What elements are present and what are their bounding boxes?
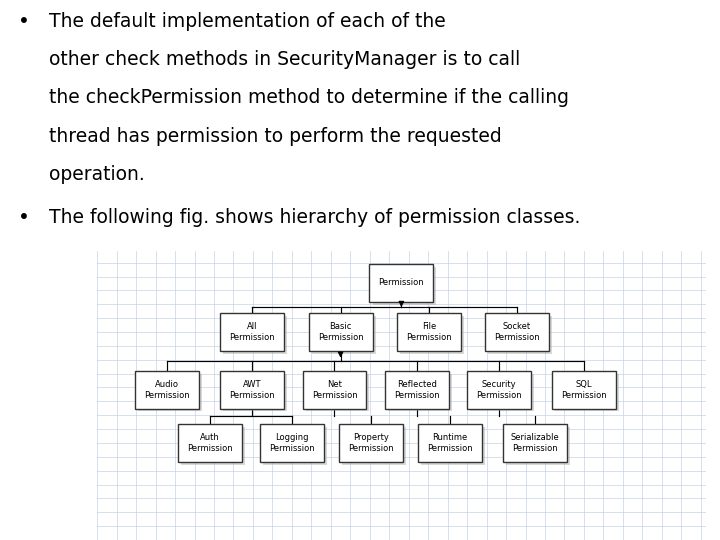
Bar xyxy=(488,316,552,354)
Bar xyxy=(312,316,376,354)
Text: other check methods in SecurityManager is to call: other check methods in SecurityManager i… xyxy=(49,50,521,69)
Text: Property
Permission: Property Permission xyxy=(348,433,394,454)
Text: Auth
Permission: Auth Permission xyxy=(187,433,233,454)
Bar xyxy=(339,424,403,462)
Bar xyxy=(485,313,549,351)
Text: Security
Permission: Security Permission xyxy=(476,380,521,400)
Bar xyxy=(181,427,245,465)
Bar xyxy=(305,374,369,411)
Text: SQL
Permission: SQL Permission xyxy=(561,380,607,400)
Text: File
Permission: File Permission xyxy=(406,322,451,342)
Text: Serializable
Permission: Serializable Permission xyxy=(511,433,559,454)
Text: The default implementation of each of the: The default implementation of each of th… xyxy=(49,12,446,31)
Bar xyxy=(470,374,534,411)
Text: All
Permission: All Permission xyxy=(230,322,275,342)
Text: operation.: operation. xyxy=(49,165,145,184)
Bar xyxy=(387,374,451,411)
Text: the checkPermission method to determine if the calling: the checkPermission method to determine … xyxy=(49,89,569,107)
Text: •: • xyxy=(18,12,30,31)
Text: Socket
Permission: Socket Permission xyxy=(494,322,540,342)
Bar xyxy=(400,316,464,354)
Bar xyxy=(260,424,324,462)
Bar xyxy=(467,371,531,409)
Bar xyxy=(223,374,287,411)
Bar xyxy=(178,424,242,462)
Text: Net
Permission: Net Permission xyxy=(312,380,357,400)
Bar xyxy=(369,264,433,302)
Text: thread has permission to perform the requested: thread has permission to perform the req… xyxy=(49,126,502,146)
Bar xyxy=(135,371,199,409)
Bar xyxy=(506,427,570,465)
Bar xyxy=(302,371,366,409)
Text: Runtime
Permission: Runtime Permission xyxy=(427,433,473,454)
Text: Audio
Permission: Audio Permission xyxy=(144,380,190,400)
Bar xyxy=(372,267,436,305)
Text: Basic
Permission: Basic Permission xyxy=(318,322,364,342)
Text: •: • xyxy=(18,207,30,227)
Bar xyxy=(342,427,406,465)
Bar xyxy=(503,424,567,462)
Bar xyxy=(220,313,284,351)
Text: Reflected
Permission: Reflected Permission xyxy=(394,380,439,400)
Text: Logging
Permission: Logging Permission xyxy=(269,433,315,454)
Bar xyxy=(309,313,372,351)
Text: The following fig. shows hierarchy of permission classes.: The following fig. shows hierarchy of pe… xyxy=(49,207,580,227)
Bar xyxy=(421,427,485,465)
Bar xyxy=(384,371,449,409)
Bar xyxy=(263,427,327,465)
Bar xyxy=(418,424,482,462)
Bar xyxy=(223,316,287,354)
Bar xyxy=(220,371,284,409)
Bar xyxy=(397,313,461,351)
Text: AWT
Permission: AWT Permission xyxy=(230,380,275,400)
Bar xyxy=(138,374,202,411)
Bar xyxy=(552,371,616,409)
Text: Permission: Permission xyxy=(379,279,424,287)
Bar xyxy=(555,374,619,411)
